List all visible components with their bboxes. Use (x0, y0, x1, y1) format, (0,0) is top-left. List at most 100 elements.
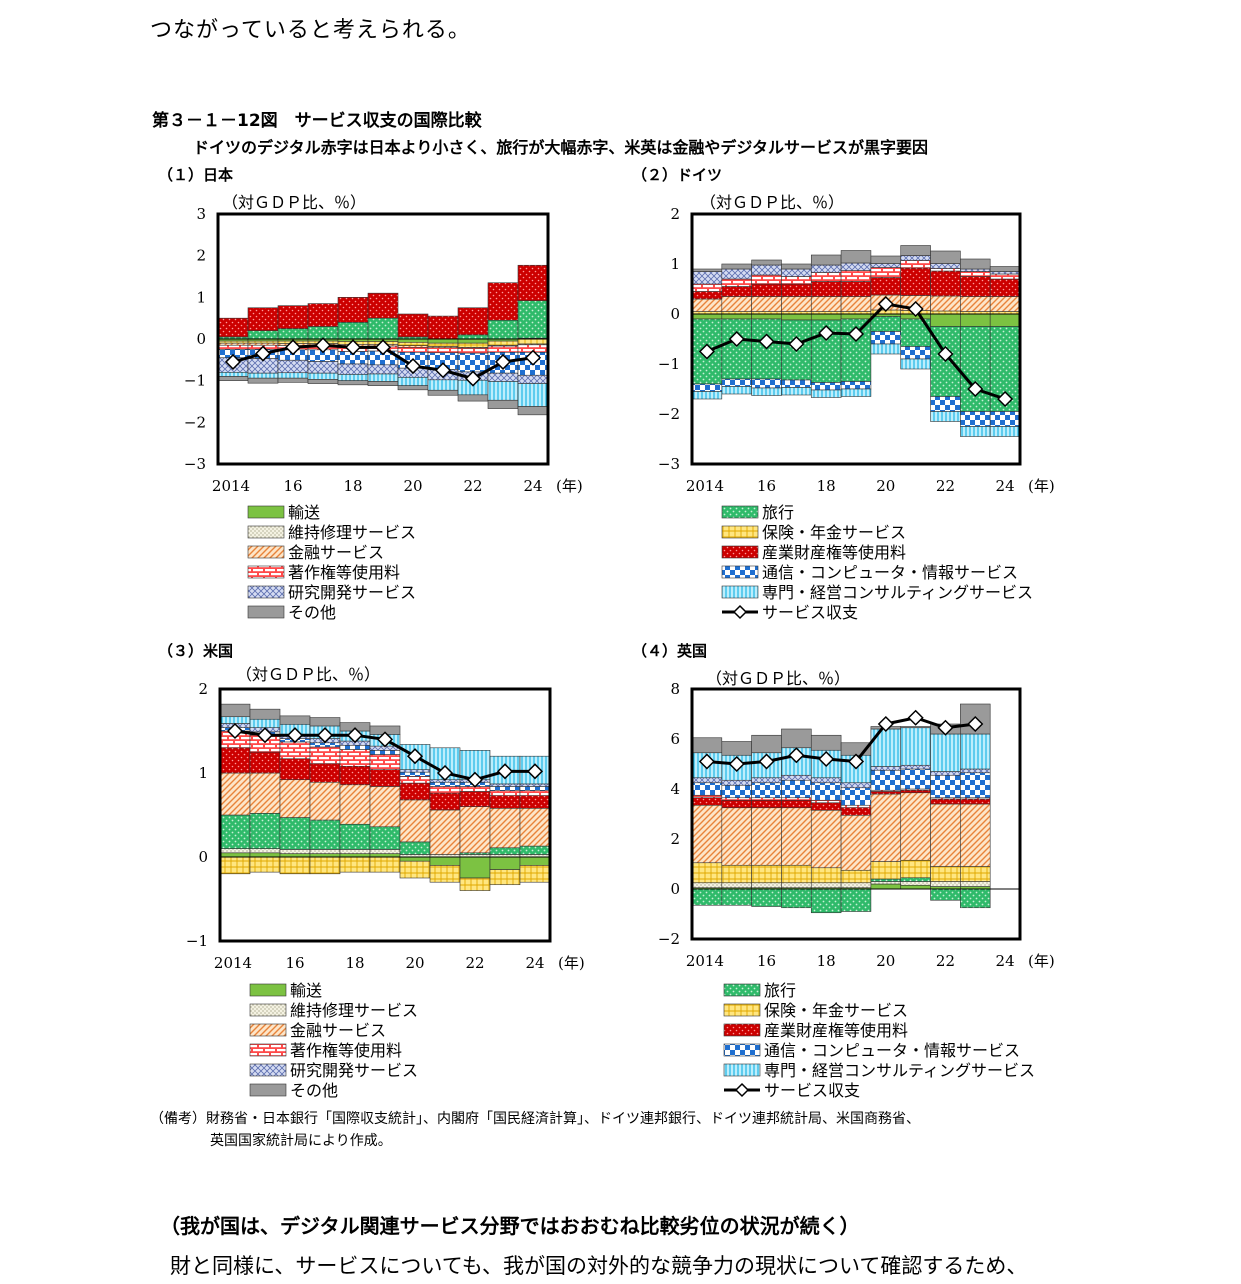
bar-ip-2015 (721, 286, 752, 297)
bar-travel-2014 (691, 888, 723, 906)
bar-transport-2024 (989, 313, 1021, 327)
bar-finance-2023 (489, 807, 521, 849)
bar-ip-2023 (487, 282, 519, 321)
bar-insurance-2024 (517, 338, 549, 345)
bar-copyright-2024 (519, 790, 551, 796)
y-tick-label: 0 (196, 330, 206, 348)
bar-other-2023 (960, 258, 991, 270)
bar-ip-2020 (399, 782, 431, 801)
plot-frame (218, 687, 552, 943)
bar-consulting-2015 (247, 372, 279, 379)
bar-telecom-2018 (810, 382, 842, 391)
bar-copyright-2022 (930, 268, 961, 272)
balance-point-2017 (788, 747, 805, 764)
bar-finance-2021 (429, 809, 461, 855)
bar-other-2024 (517, 406, 549, 416)
balance-point-2024 (526, 763, 544, 780)
bar-ip-2016 (277, 305, 309, 329)
bar-finance-2023 (960, 803, 991, 867)
legend-label-maintenance: 維持修理サービス (288, 523, 416, 542)
bar-insurance-2014 (217, 340, 249, 344)
bar-insurance-2023 (487, 340, 519, 346)
bar-copyright-2015 (721, 797, 752, 801)
bar-copyright-2019 (840, 804, 872, 809)
bar-travel-2019 (367, 317, 399, 340)
bar-insurance-2014 (219, 856, 251, 875)
bar-ip-2020 (870, 791, 902, 795)
balance-point-2015 (728, 330, 745, 348)
bar-telecom-2022 (457, 352, 489, 373)
bar-travel-2015 (721, 318, 752, 380)
bar-insurance-2020 (399, 860, 431, 879)
bar-rnd-2014 (691, 271, 723, 285)
bar-other-2015 (247, 377, 279, 384)
bar-travel-2014 (219, 814, 251, 849)
bar-travel-2020 (870, 878, 902, 882)
bar-telecom-2017 (781, 779, 812, 799)
bar-copyright-2016 (751, 274, 782, 285)
balance-point-2021 (436, 764, 454, 782)
x-tick-label: 22 (936, 477, 955, 495)
bar-consulting-2015 (721, 386, 752, 395)
legend-swatch-telecom (723, 1043, 761, 1057)
bar-finance-2015 (247, 342, 279, 346)
legend-label-ip: 産業財産権等使用料 (762, 543, 906, 562)
bar-copyright-2020 (399, 776, 431, 784)
bar-ip-2021 (900, 267, 931, 296)
legend-label-finance: 金融サービス (290, 1021, 386, 1040)
bar-telecom-2018 (810, 782, 842, 801)
bar-ip-2022 (930, 270, 961, 297)
bar-insurance-2015 (247, 340, 279, 344)
bar-consulting-2017 (307, 372, 339, 380)
bar-travel-2020 (870, 316, 902, 332)
x-tick-label: 18 (345, 954, 364, 972)
bar-other-2021 (900, 245, 931, 256)
bar-maintenance-2021 (900, 881, 931, 886)
bar-rnd-2024 (519, 783, 551, 787)
bar-rnd-2019 (840, 262, 872, 271)
source-note: （備考）財務省・日本銀行「国際収支統計」、内閣府「国民経済計算」、ドイツ連邦銀行… (150, 1108, 920, 1152)
panel-title-uk: （４）英国 (632, 642, 708, 660)
bar-telecom-2019 (840, 787, 872, 806)
legend-swatch-finance (249, 1023, 287, 1037)
bar-finance-2022 (930, 295, 961, 312)
balance-point-2016 (284, 339, 302, 356)
bar-maintenance-2016 (751, 882, 782, 889)
bar-finance-2019 (840, 814, 872, 871)
bar-maintenance-2017 (781, 882, 812, 889)
bar-other-2017 (781, 728, 812, 749)
bar-ip-2015 (721, 799, 752, 809)
x-tick-label: 16 (285, 954, 304, 972)
bar-rnd-2019 (367, 364, 399, 375)
bar-travel-2023 (960, 888, 991, 909)
bar-rnd-2020 (399, 769, 431, 773)
bar-rnd-2023 (487, 372, 519, 382)
legend-label-travel: 旅行 (762, 503, 794, 522)
legend-label-ip: 産業財産権等使用料 (764, 1021, 908, 1040)
legend-label-maintenance: 維持修理サービス (290, 1001, 418, 1020)
bar-consulting-2018 (810, 389, 842, 398)
bar-travel-2023 (960, 326, 991, 412)
bar-telecom-2021 (900, 768, 931, 790)
bar-maintenance-2020 (870, 881, 902, 885)
legend-swatch-travel (721, 505, 759, 519)
x-tick-label: 20 (405, 954, 424, 972)
bar-travel-2019 (369, 826, 401, 850)
bar-consulting-2023 (960, 733, 991, 770)
bar-other-2023 (487, 399, 519, 409)
bar-ip-2023 (960, 276, 991, 297)
bar-rnd-2019 (840, 782, 872, 789)
balance-point-2016 (758, 753, 775, 770)
balance-point-2023 (494, 353, 512, 370)
legend-marker-balance (734, 1082, 750, 1098)
legend-swatch-other (247, 605, 285, 619)
balance-point-2024 (524, 349, 542, 366)
bar-ip-2017 (307, 303, 339, 327)
bar-copyright-2020 (870, 267, 902, 278)
bar-rnd-2021 (900, 255, 931, 261)
legend-swatch-ip (723, 1023, 761, 1037)
bar-other-2018 (337, 380, 369, 386)
bar-finance-2017 (781, 296, 812, 312)
